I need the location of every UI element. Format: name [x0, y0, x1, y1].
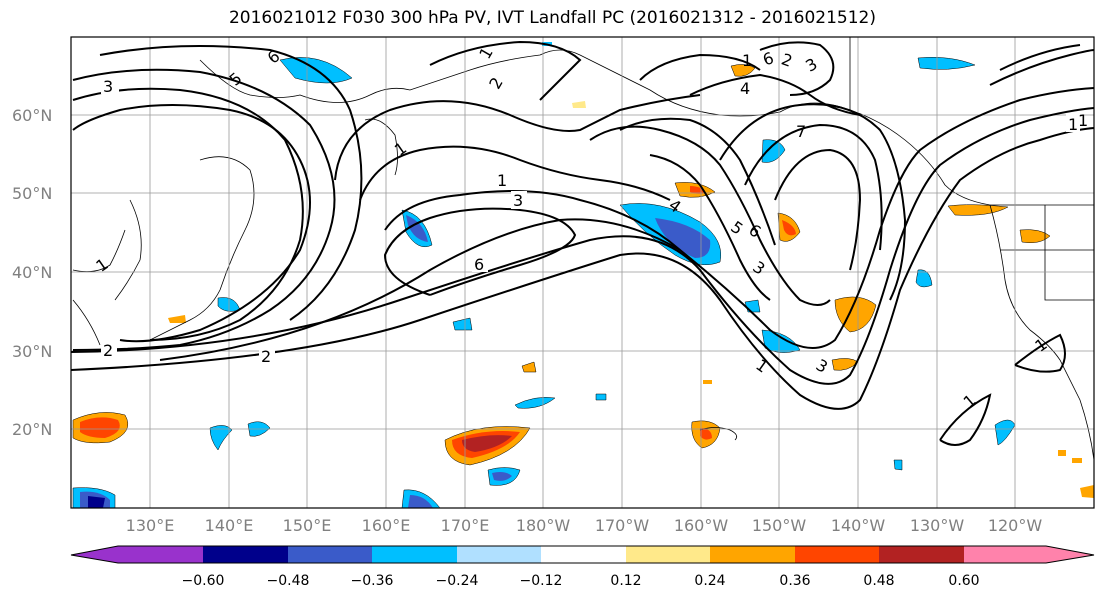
lon-label: 140°W: [831, 516, 886, 535]
contour-label: 1: [497, 171, 507, 190]
grid-lines: [71, 37, 1094, 508]
colorbar-outline: [70, 545, 1095, 564]
contour-label: 1: [1078, 111, 1088, 130]
lon-label: 150°W: [752, 516, 807, 535]
contour-label: 2: [779, 49, 795, 70]
colorbar-tick: −0.12: [520, 573, 563, 589]
colorbar-swatch: [541, 546, 626, 563]
contour-label: 1: [960, 390, 980, 411]
lon-label: 170°W: [595, 516, 650, 535]
contour-label: 6: [264, 46, 284, 67]
colorbar-tick: 0.24: [694, 573, 725, 589]
colorbar-swatch: [288, 546, 372, 563]
lon-label: 140°E: [205, 516, 254, 535]
lon-label: 130°E: [126, 516, 175, 535]
colorbar-swatch: [626, 546, 710, 563]
colorbar-tick: 0.12: [610, 573, 641, 589]
lon-label: 180°W: [516, 516, 571, 535]
contour-label: 1: [92, 254, 111, 275]
longitude-labels: 130°E 140°E 150°E 160°E 170°E 180°W 170°…: [126, 516, 1043, 535]
lon-label: 160°W: [674, 516, 729, 535]
map-title: 2016021012 F030 300 hPa PV, IVT Landfall…: [228, 8, 876, 28]
lat-label-20n: 20°N: [12, 420, 52, 439]
colorbar-tick: −0.36: [351, 573, 394, 589]
contour-label: 3: [813, 355, 831, 377]
lon-label: 160°E: [362, 516, 411, 535]
colorbar-swatch: [879, 546, 964, 563]
contour-label: 2: [485, 74, 507, 92]
contour-label: 1: [742, 51, 752, 70]
lat-label-30n: 30°N: [12, 342, 52, 361]
colorbar-swatch: [795, 546, 879, 563]
contour-label: 5: [727, 217, 746, 238]
contour-label: 3: [749, 257, 768, 278]
pv-contours: [71, 40, 1094, 446]
lat-label-60n: 60°N: [12, 106, 52, 125]
latitude-labels: 60°N 50°N 40°N 30°N 20°N: [12, 106, 52, 439]
contour-label: 6: [760, 48, 776, 69]
colorbar-swatch: [457, 546, 541, 563]
colorbar: −0.60 −0.48 −0.36 −0.24 −0.12 0.12 0.24 …: [70, 545, 1095, 589]
contour-label: 4: [740, 79, 750, 98]
colorbar-tick: −0.24: [436, 573, 479, 589]
colorbar-swatch: [710, 546, 795, 563]
lat-label-50n: 50°N: [12, 184, 52, 203]
lat-label-40n: 40°N: [12, 263, 52, 282]
map-frame: [70, 36, 1095, 509]
colorbar-swatch: [372, 546, 457, 563]
contour-label: 3: [802, 54, 820, 76]
contour-label: 1: [752, 355, 771, 376]
contour-label: 7: [796, 122, 806, 141]
colorbar-tick: 0.36: [779, 573, 810, 589]
lon-label: 130°W: [910, 516, 965, 535]
contour-label: 6: [474, 255, 484, 274]
colorbar-swatch: [71, 546, 118, 563]
lon-label: 120°W: [988, 516, 1043, 535]
colorbar-swatch: [203, 546, 288, 563]
contour-label: 2: [261, 347, 271, 366]
contour-label: 1: [1068, 115, 1078, 134]
contour-label: 3: [513, 191, 523, 210]
colorbar-tick: 0.60: [948, 573, 979, 589]
contour-label: 2: [103, 341, 113, 360]
contour-label: 3: [103, 77, 113, 96]
colorbar-swatch: [964, 546, 1094, 563]
colorbar-tick: −0.48: [267, 573, 310, 589]
lon-label: 170°E: [441, 516, 490, 535]
lon-label: 150°E: [283, 516, 332, 535]
colorbar-tick: 0.48: [863, 573, 894, 589]
colorbar-swatch: [118, 546, 203, 563]
contour-label: 1: [391, 138, 410, 159]
contour-label: 6: [745, 220, 764, 241]
colorbar-tick: −0.60: [182, 573, 225, 589]
